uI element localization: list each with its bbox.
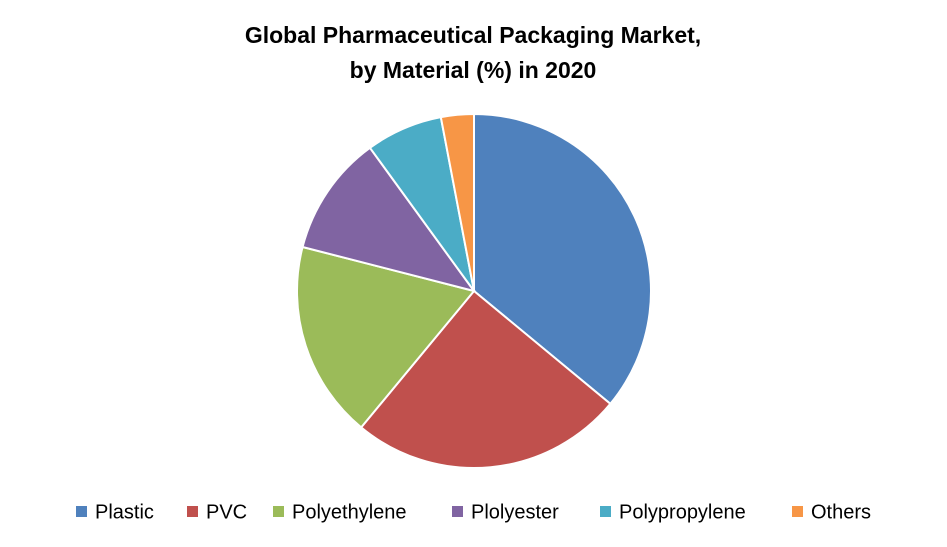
pie-slice xyxy=(359,289,612,469)
legend-label: Plolyester xyxy=(471,501,559,523)
legend-swatch xyxy=(452,506,463,517)
pie-slice xyxy=(439,112,475,292)
legend-label: Others xyxy=(811,501,871,523)
chart-title: by Material (%) in 2020 xyxy=(350,57,597,83)
legend-swatch xyxy=(187,506,198,517)
pie-slice xyxy=(301,146,477,293)
legend-swatch xyxy=(792,506,803,517)
legend-label: Polypropylene xyxy=(619,501,746,523)
legend-label: PVC xyxy=(206,501,247,523)
legend-swatch xyxy=(600,506,611,517)
pie-slice xyxy=(473,112,652,406)
legend-swatch xyxy=(76,506,87,517)
chart-title: Global Pharmaceutical Packaging Market, xyxy=(245,22,701,48)
pie-slice xyxy=(296,245,476,429)
legend-label: Polyethylene xyxy=(292,501,407,523)
legend-swatch xyxy=(273,506,284,517)
legend-label: Plastic xyxy=(95,501,154,523)
